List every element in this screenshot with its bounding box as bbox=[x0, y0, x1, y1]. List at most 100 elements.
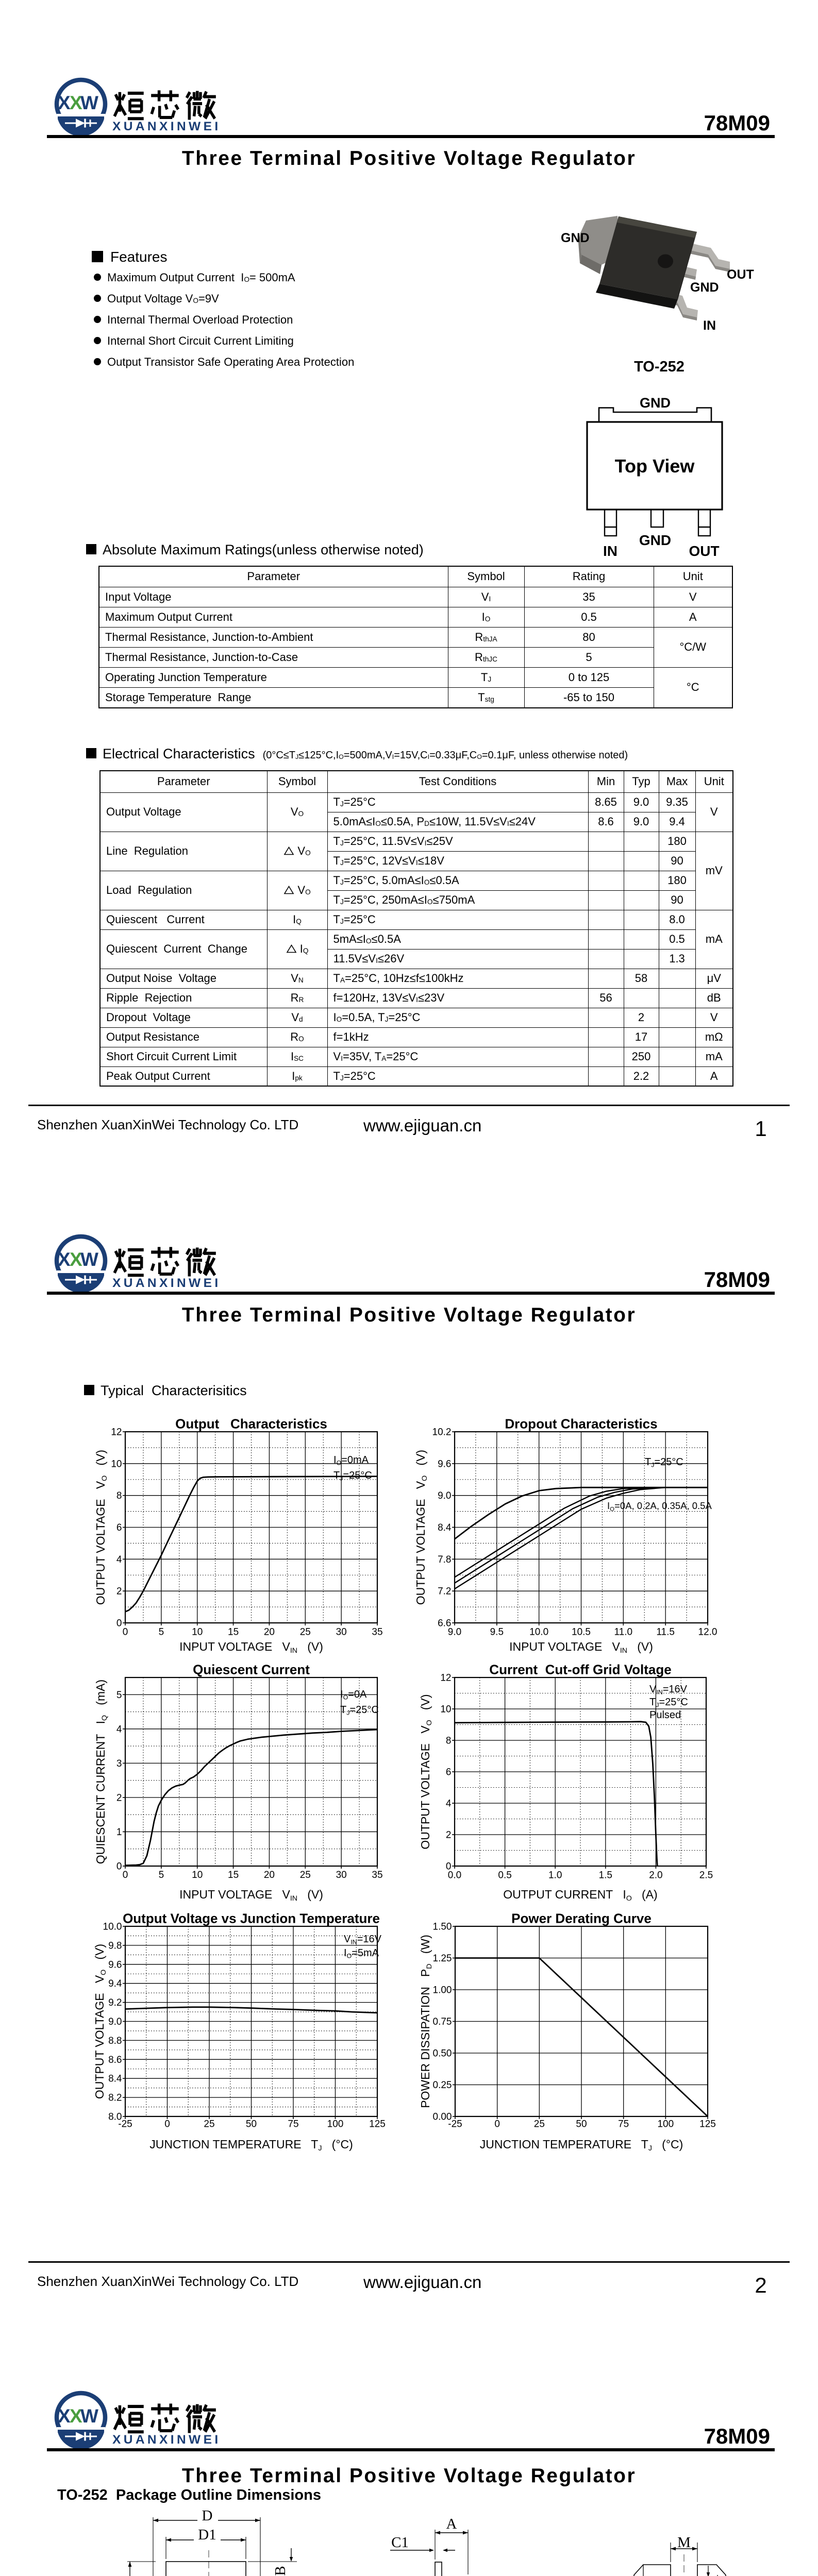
svg-text:X: X bbox=[58, 92, 71, 113]
svg-text:0: 0 bbox=[123, 1870, 128, 1880]
svg-text:8: 8 bbox=[446, 1736, 452, 1747]
svg-text:W: W bbox=[80, 1249, 98, 1270]
svg-text:2: 2 bbox=[446, 1830, 452, 1841]
svg-text:W: W bbox=[80, 2405, 98, 2427]
svg-text:15: 15 bbox=[228, 1627, 239, 1638]
svg-text:Pulsed: Pulsed bbox=[649, 1709, 681, 1721]
svg-text:Current Cut-off Grid Voltage: Current Cut-off Grid Voltage bbox=[489, 1662, 671, 1677]
svg-text:9.0: 9.0 bbox=[448, 1627, 461, 1638]
svg-text:2.5: 2.5 bbox=[699, 1870, 713, 1881]
svg-text:Output Voltage vs Junction Tem: Output Voltage vs Junction Temperature bbox=[123, 1911, 380, 1926]
svg-text:3: 3 bbox=[116, 1758, 122, 1769]
svg-text:VIN=16V: VIN=16V bbox=[649, 1684, 688, 1696]
svg-text:10: 10 bbox=[440, 1704, 451, 1715]
svg-text:6: 6 bbox=[446, 1767, 452, 1778]
svg-text:9.0: 9.0 bbox=[438, 1490, 451, 1501]
svg-text:OUTPUT VOLTAGE VO (V): OUTPUT VOLTAGE VO (V) bbox=[93, 1944, 108, 2099]
svg-text:4: 4 bbox=[116, 1724, 122, 1735]
svg-text:50: 50 bbox=[576, 2119, 587, 2130]
svg-text:XUANXINWEI: XUANXINWEI bbox=[112, 1276, 221, 1290]
svg-text:IO=0mA: IO=0mA bbox=[333, 1454, 369, 1467]
svg-text:Top View: Top View bbox=[615, 455, 695, 477]
svg-text:XUANXINWEI: XUANXINWEI bbox=[112, 2433, 221, 2447]
svg-text:20: 20 bbox=[264, 1627, 275, 1638]
svg-text:OUTPUT CURRENT IO (A): OUTPUT CURRENT IO (A) bbox=[503, 1888, 657, 1903]
svg-text:5: 5 bbox=[116, 1690, 122, 1701]
svg-text:9.6: 9.6 bbox=[108, 1959, 122, 1970]
svg-text:30: 30 bbox=[336, 1627, 347, 1638]
svg-text:X: X bbox=[58, 1249, 71, 1270]
svg-text:10: 10 bbox=[192, 1627, 203, 1638]
svg-text:8.2: 8.2 bbox=[108, 2093, 122, 2104]
svg-text:9.8: 9.8 bbox=[108, 1940, 122, 1951]
svg-text:GND: GND bbox=[561, 231, 590, 245]
svg-text:JUNCTION TEMPERATURE TJ (°: JUNCTION TEMPERATURE TJ (°C) bbox=[480, 2138, 683, 2153]
svg-text:Quiescent Current: Quiescent Current bbox=[193, 1662, 310, 1677]
svg-text:IN: IN bbox=[703, 318, 716, 333]
svg-text:11.0: 11.0 bbox=[614, 1627, 633, 1638]
svg-text:X: X bbox=[70, 1249, 82, 1270]
svg-text:8.4: 8.4 bbox=[438, 1522, 452, 1533]
svg-text:OUTPUT VOLTAGE VO (V): OUTPUT VOLTAGE VO (V) bbox=[94, 1450, 109, 1605]
svg-text:9.2: 9.2 bbox=[108, 1997, 122, 2008]
svg-text:6.6: 6.6 bbox=[438, 1618, 451, 1629]
svg-text:A: A bbox=[446, 2516, 457, 2532]
svg-text:IO=0A: IO=0A bbox=[340, 1689, 367, 1701]
svg-text:XUANXINWEI: XUANXINWEI bbox=[112, 120, 221, 133]
svg-text:0: 0 bbox=[494, 2119, 500, 2130]
svg-text:0.25: 0.25 bbox=[433, 2080, 452, 2091]
svg-text:TJ=25°C: TJ=25°C bbox=[649, 1697, 688, 1709]
svg-text:OUTPUT VOLTAGE VO (V): OUTPUT VOLTAGE VO (V) bbox=[414, 1450, 429, 1605]
svg-text:QUIESCENT CURRENT IQ (mA): QUIESCENT CURRENT IQ (mA) bbox=[94, 1680, 109, 1864]
svg-text:7.8: 7.8 bbox=[438, 1554, 451, 1565]
svg-text:0.50: 0.50 bbox=[433, 2048, 452, 2059]
svg-text:4: 4 bbox=[446, 1799, 452, 1809]
svg-text:100: 100 bbox=[327, 2119, 344, 2130]
svg-text:12: 12 bbox=[111, 1427, 122, 1438]
svg-text:75: 75 bbox=[288, 2119, 298, 2130]
svg-text:X: X bbox=[58, 2405, 71, 2427]
svg-text:12: 12 bbox=[440, 1673, 451, 1684]
svg-text:9.5: 9.5 bbox=[490, 1627, 504, 1638]
svg-text:8.6: 8.6 bbox=[108, 2055, 122, 2065]
svg-text:IO=0A, 0.2A, 0.35A, 0.5A: IO=0A, 0.2A, 0.35A, 0.5A bbox=[607, 1500, 712, 1512]
svg-text:1.00: 1.00 bbox=[433, 1985, 452, 1996]
svg-text:0.5: 0.5 bbox=[498, 1870, 511, 1881]
svg-text:OUTPUT VOLTAGE VO (V): OUTPUT VOLTAGE VO (V) bbox=[419, 1694, 433, 1849]
svg-text:Dropout Characteristics: Dropout Characteristics bbox=[505, 1416, 657, 1432]
svg-text:INPUT VOLTAGE VIN (V): INPUT VOLTAGE VIN (V) bbox=[509, 1640, 653, 1655]
svg-text:8.4: 8.4 bbox=[108, 2074, 122, 2084]
svg-text:VIN=16V: VIN=16V bbox=[344, 1934, 382, 1946]
svg-text:INPUT VOLTAGE VIN (V): INPUT VOLTAGE VIN (V) bbox=[179, 1888, 323, 1903]
svg-text:JUNCTION TEMPERATURE TJ (°: JUNCTION TEMPERATURE TJ (°C) bbox=[149, 2138, 353, 2153]
svg-text:X: X bbox=[70, 2405, 82, 2427]
svg-text:125: 125 bbox=[369, 2119, 386, 2130]
svg-text:10.0: 10.0 bbox=[529, 1627, 548, 1638]
svg-text:0: 0 bbox=[164, 2119, 170, 2130]
svg-text:6: 6 bbox=[116, 1522, 122, 1533]
svg-text:75: 75 bbox=[618, 2119, 629, 2130]
svg-text:0.0: 0.0 bbox=[448, 1870, 461, 1881]
svg-text:Power Derating Curve: Power Derating Curve bbox=[511, 1911, 652, 1926]
svg-text:8: 8 bbox=[116, 1490, 122, 1501]
svg-text:GND: GND bbox=[639, 532, 671, 548]
svg-text:25: 25 bbox=[534, 2119, 545, 2130]
svg-text:INPUT VOLTAGE VIN (V): INPUT VOLTAGE VIN (V) bbox=[179, 1640, 323, 1655]
svg-text:1: 1 bbox=[116, 1827, 122, 1838]
svg-text:0.00: 0.00 bbox=[433, 2112, 452, 2123]
svg-text:9.0: 9.0 bbox=[108, 2016, 122, 2027]
svg-text:11.5: 11.5 bbox=[656, 1627, 675, 1638]
svg-text:4: 4 bbox=[116, 1554, 122, 1565]
svg-text:IN: IN bbox=[603, 543, 617, 559]
svg-text:TO-252: TO-252 bbox=[634, 359, 685, 375]
svg-text:7.2: 7.2 bbox=[438, 1586, 451, 1597]
svg-text:10: 10 bbox=[111, 1459, 122, 1469]
svg-text:B: B bbox=[272, 2566, 289, 2575]
svg-text:0.75: 0.75 bbox=[433, 2016, 452, 2027]
svg-text:D: D bbox=[202, 2507, 213, 2524]
svg-text:0: 0 bbox=[116, 1618, 122, 1629]
svg-text:GND: GND bbox=[690, 280, 719, 295]
svg-text:TJ=25°C: TJ=25°C bbox=[340, 1704, 379, 1717]
svg-text:2: 2 bbox=[116, 1792, 122, 1803]
svg-text:8.8: 8.8 bbox=[108, 2036, 122, 2046]
